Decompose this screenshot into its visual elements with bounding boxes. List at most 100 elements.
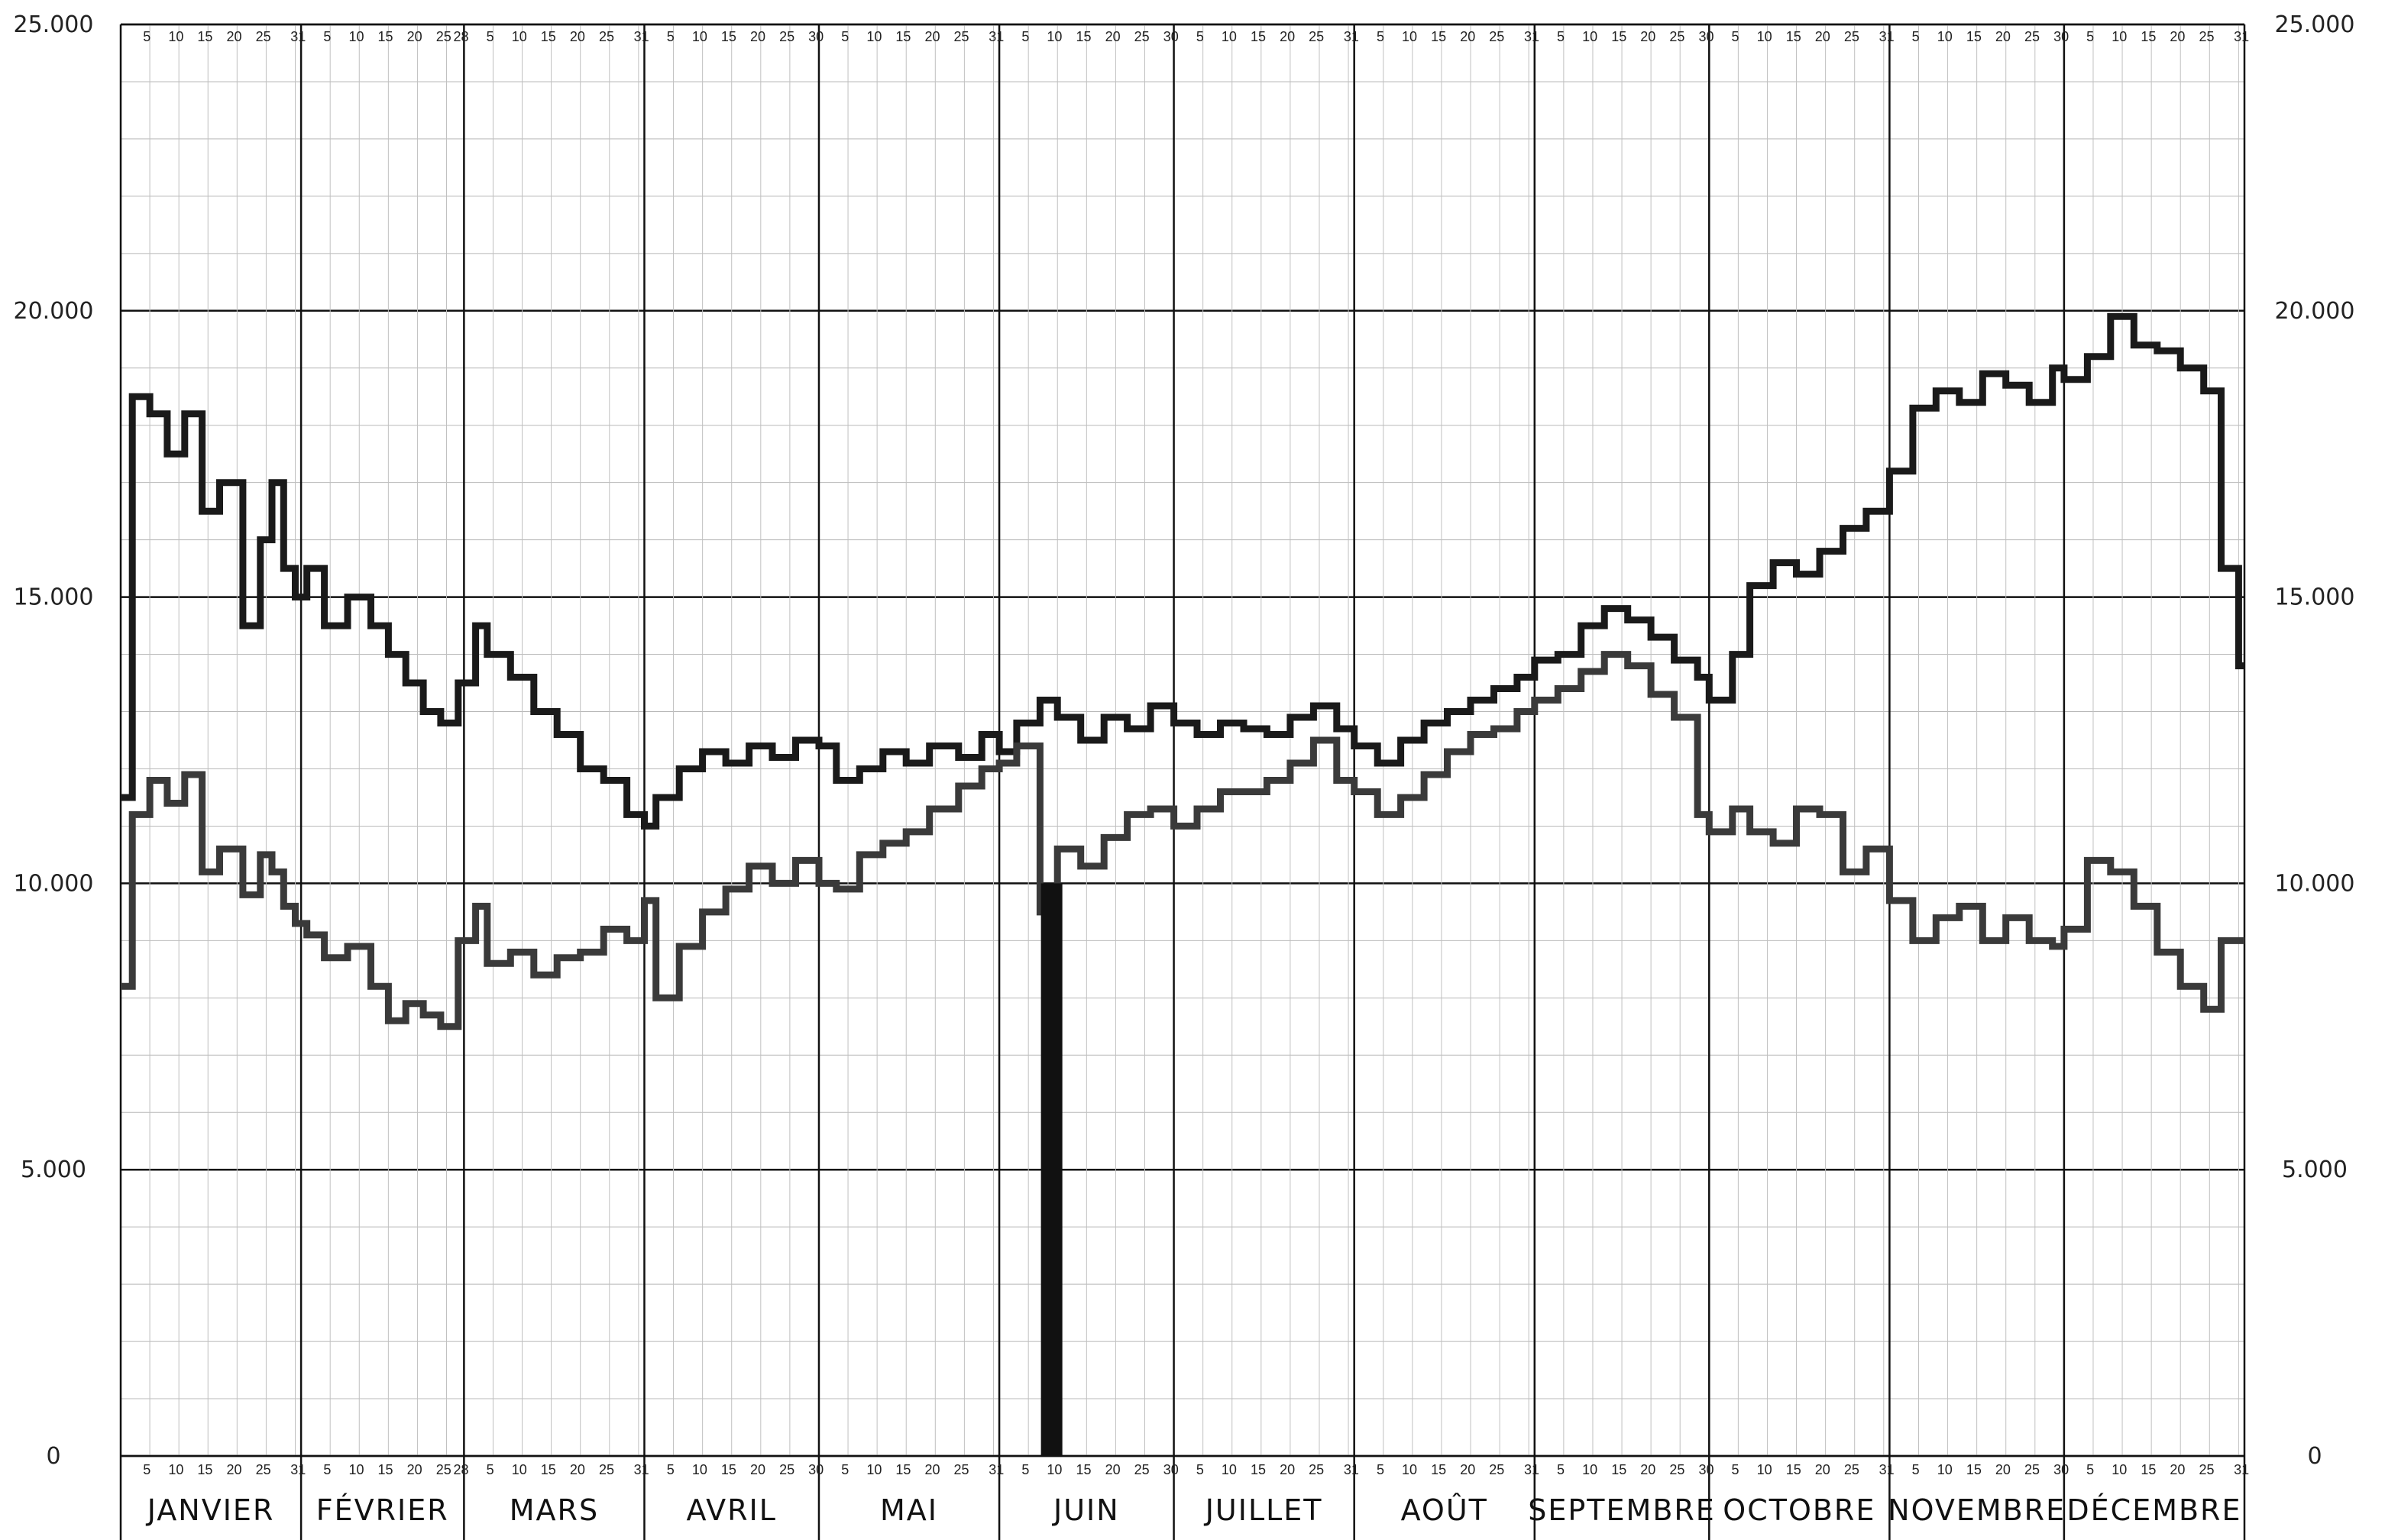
month-label: SEPTEMBRE <box>1528 1493 1716 1527</box>
day-tick-label-top: 25 <box>1844 29 1859 44</box>
day-tick-label-bottom: 20 <box>1460 1462 1475 1477</box>
day-tick-label-top: 10 <box>1402 29 1417 44</box>
day-tick-label-bottom: 25 <box>954 1462 969 1477</box>
month-label: JUILLET <box>1204 1493 1323 1527</box>
day-tick-label-bottom: 25 <box>1669 1462 1684 1477</box>
month-label: OCTOBRE <box>1723 1493 1875 1527</box>
day-tick-label-top: 25 <box>1669 29 1684 44</box>
day-tick-label-top: 5 <box>1912 29 1920 44</box>
day-tick-label-bottom: 5 <box>841 1462 849 1477</box>
day-tick-label-bottom: 5 <box>1196 1462 1204 1477</box>
y-tick-label-left: 20.000 <box>14 298 94 325</box>
day-tick-label-bottom: 20 <box>1995 1462 2011 1477</box>
day-tick-label-bottom: 30 <box>2053 1462 2069 1477</box>
day-tick-label-top: 15 <box>721 29 736 44</box>
day-tick-label-top: 15 <box>1611 29 1626 44</box>
june-drop-bar <box>1040 883 1063 1456</box>
day-tick-label-top: 20 <box>924 29 940 44</box>
day-tick-label-top: 5 <box>2086 29 2094 44</box>
day-tick-label-top: 15 <box>197 29 212 44</box>
day-tick-label-top: 30 <box>808 29 824 44</box>
day-tick-label-bottom: 5 <box>1377 1462 1384 1477</box>
day-tick-label-bottom: 10 <box>512 1462 527 1477</box>
day-tick-label-bottom: 25 <box>1134 1462 1150 1477</box>
y-tick-label-right: 5.000 <box>2282 1157 2348 1183</box>
day-tick-label-bottom: 10 <box>866 1462 882 1477</box>
month-label: JUIN <box>1052 1493 1120 1527</box>
day-tick-label-top: 10 <box>692 29 707 44</box>
day-tick-label-bottom: 31 <box>1524 1462 1539 1477</box>
day-tick-label-top: 5 <box>841 29 849 44</box>
day-tick-label-bottom: 10 <box>1047 1462 1062 1477</box>
day-tick-label-top: 10 <box>168 29 183 44</box>
day-tick-label-top: 25 <box>436 29 451 44</box>
month-label: AVRIL <box>687 1493 777 1527</box>
day-tick-label-bottom: 5 <box>667 1462 675 1477</box>
day-tick-label-bottom: 28 <box>454 1462 469 1477</box>
day-tick-label-top: 15 <box>378 29 393 44</box>
day-tick-label-top: 5 <box>1196 29 1204 44</box>
month-label: MARS <box>510 1493 599 1527</box>
day-tick-label-top: 15 <box>2141 29 2156 44</box>
y-tick-label-left: 25.000 <box>14 11 94 38</box>
day-tick-label-bottom: 15 <box>1076 1462 1092 1477</box>
day-tick-label-bottom: 31 <box>634 1462 649 1477</box>
day-tick-label-bottom: 31 <box>1344 1462 1359 1477</box>
day-tick-label-top: 25 <box>779 29 794 44</box>
y-tick-label-right: 0 <box>2307 1443 2322 1470</box>
day-tick-label-top: 25 <box>954 29 969 44</box>
y-tick-label-right: 20.000 <box>2275 298 2355 325</box>
day-tick-label-top: 15 <box>1966 29 1982 44</box>
day-tick-label-bottom: 31 <box>989 1462 1004 1477</box>
day-tick-label-top: 20 <box>227 29 242 44</box>
day-tick-label-top: 25 <box>599 29 614 44</box>
day-tick-label-bottom: 5 <box>487 1462 494 1477</box>
day-tick-label-top: 15 <box>1431 29 1446 44</box>
day-tick-label-top: 31 <box>2234 29 2249 44</box>
y-tick-label-right: 25.000 <box>2275 11 2355 38</box>
day-tick-label-top: 25 <box>1309 29 1324 44</box>
day-tick-label-top: 25 <box>2199 29 2214 44</box>
day-tick-label-bottom: 5 <box>1557 1462 1565 1477</box>
day-tick-label-bottom: 10 <box>692 1462 707 1477</box>
day-tick-label-bottom: 15 <box>1431 1462 1446 1477</box>
day-tick-label-bottom: 31 <box>2234 1462 2249 1477</box>
day-tick-label-top: 25 <box>1134 29 1150 44</box>
y-tick-label-left: 15.000 <box>14 584 94 611</box>
series-group <box>121 312 2244 1456</box>
day-tick-label-top: 20 <box>1995 29 2011 44</box>
day-tick-label-bottom: 25 <box>2199 1462 2214 1477</box>
day-tick-label-top: 28 <box>454 29 469 44</box>
day-tick-label-bottom: 20 <box>1280 1462 1295 1477</box>
day-tick-label-top: 15 <box>895 29 911 44</box>
day-tick-label-bottom: 25 <box>1309 1462 1324 1477</box>
day-tick-label-bottom: 10 <box>1222 1462 1237 1477</box>
day-tick-label-top: 20 <box>2170 29 2185 44</box>
day-tick-label-bottom: 25 <box>779 1462 794 1477</box>
day-tick-label-top: 10 <box>866 29 882 44</box>
day-tick-label-bottom: 10 <box>1582 1462 1597 1477</box>
month-label: NOVEMBRE <box>1888 1493 2066 1527</box>
day-tick-label-bottom: 30 <box>1163 1462 1179 1477</box>
day-tick-label-top: 10 <box>2112 29 2127 44</box>
series-line-1 <box>121 312 2244 830</box>
day-tick-label-top: 31 <box>1879 29 1895 44</box>
day-tick-label-top: 5 <box>1732 29 1739 44</box>
day-tick-label-bottom: 5 <box>1912 1462 1920 1477</box>
day-tick-label-bottom: 20 <box>1105 1462 1121 1477</box>
day-tick-label-top: 20 <box>1280 29 1295 44</box>
y-tick-label-left: 0 <box>46 1443 60 1470</box>
day-tick-label-bottom: 20 <box>2170 1462 2185 1477</box>
y-tick-label-left: 5.000 <box>21 1157 86 1183</box>
y-tick-label-right: 10.000 <box>2275 870 2355 897</box>
day-tick-label-top: 5 <box>487 29 494 44</box>
day-tick-label-bottom: 20 <box>227 1462 242 1477</box>
day-tick-label-top: 10 <box>1047 29 1062 44</box>
day-tick-label-bottom: 30 <box>1698 1462 1714 1477</box>
day-tick-label-bottom: 25 <box>1844 1462 1859 1477</box>
day-tick-label-top: 31 <box>290 29 306 44</box>
day-tick-label-bottom: 30 <box>808 1462 824 1477</box>
day-tick-label-top: 20 <box>1640 29 1655 44</box>
